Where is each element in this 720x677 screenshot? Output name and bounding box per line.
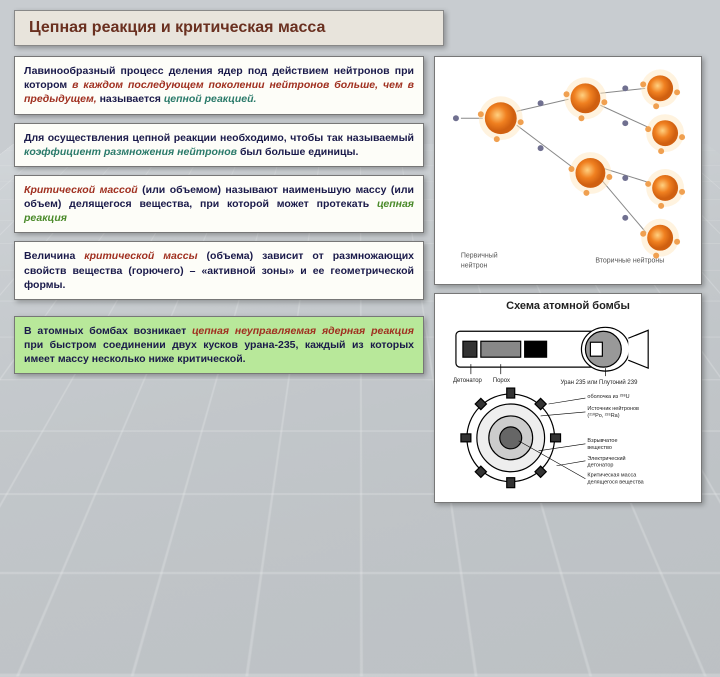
t: цепной реакцией. bbox=[164, 93, 257, 105]
definition-chain-reaction: Лавинообразный процесс деления ядер под … bbox=[14, 56, 424, 115]
svg-text:Первичный: Первичный bbox=[461, 252, 498, 260]
page-title: Цепная реакция и критическая масса bbox=[29, 19, 429, 37]
lbl: (²¹⁰Po, ²²⁶Ra) bbox=[587, 412, 619, 419]
t: называется bbox=[97, 93, 164, 105]
t: В атомных бомбах возникает bbox=[24, 325, 192, 337]
t: Величина bbox=[24, 250, 84, 262]
t: при быстром соединении двух кусков урана… bbox=[24, 339, 414, 365]
lbl: Источник нейтронов bbox=[587, 405, 639, 412]
lbl: вещество bbox=[587, 445, 612, 451]
right-column: Первичный нейтрон Вторичные нейтроны Схема… bbox=[434, 56, 702, 503]
title-card: Цепная реакция и критическая масса bbox=[14, 10, 444, 46]
lbl: детонатор bbox=[587, 463, 613, 469]
t: был больше единицы. bbox=[237, 146, 358, 158]
t: критической массы bbox=[84, 250, 197, 262]
bomb-diagram: Схема атомной бомбы bbox=[434, 293, 702, 503]
chain-reaction-diagram: Первичный нейтрон Вторичные нейтроны bbox=[434, 56, 702, 285]
svg-text:Вторичные нейтроны: Вторичные нейтроны bbox=[595, 257, 664, 265]
lbl: Взрывчатое bbox=[587, 438, 617, 444]
lbl: Критическая масса bbox=[587, 473, 637, 479]
lbl: Уран 235 или Плутоний 239 bbox=[561, 379, 639, 386]
bomb-caption: Схема атомной бомбы bbox=[441, 300, 695, 312]
lbl: Электрический bbox=[587, 455, 625, 462]
t: Для осуществления цепной реакции необход… bbox=[24, 132, 414, 144]
t: цепная неуправляемая ядерная реакция bbox=[192, 325, 414, 337]
lbl: оболочка из ²³⁸U bbox=[587, 393, 629, 400]
lbl: делящегося вещества bbox=[587, 480, 644, 486]
definition-coefficient: Для осуществления цепной реакции необход… bbox=[14, 123, 424, 167]
t: Критической массой bbox=[24, 184, 138, 196]
bomb-svg: Детонатор Порох Уран 235 или Плутоний 23… bbox=[441, 316, 695, 491]
left-column: Лавинообразный процесс деления ядер под … bbox=[14, 56, 424, 503]
chain-svg: Первичный нейтрон Вторичные нейтроны bbox=[441, 63, 695, 278]
definition-critical-mass: Критической массой (или объемом) называю… bbox=[14, 175, 424, 234]
critical-mass-factors: Величина критической массы (объема) зави… bbox=[14, 241, 424, 300]
lbl: Детонатор bbox=[453, 378, 483, 384]
t: коэффициент размножения нейтронов bbox=[24, 146, 237, 158]
lbl: Порох bbox=[493, 378, 510, 384]
svg-text:нейтрон: нейтрон bbox=[461, 262, 488, 270]
atomic-bomb-note: В атомных бомбах возникает цепная неупра… bbox=[14, 316, 424, 375]
